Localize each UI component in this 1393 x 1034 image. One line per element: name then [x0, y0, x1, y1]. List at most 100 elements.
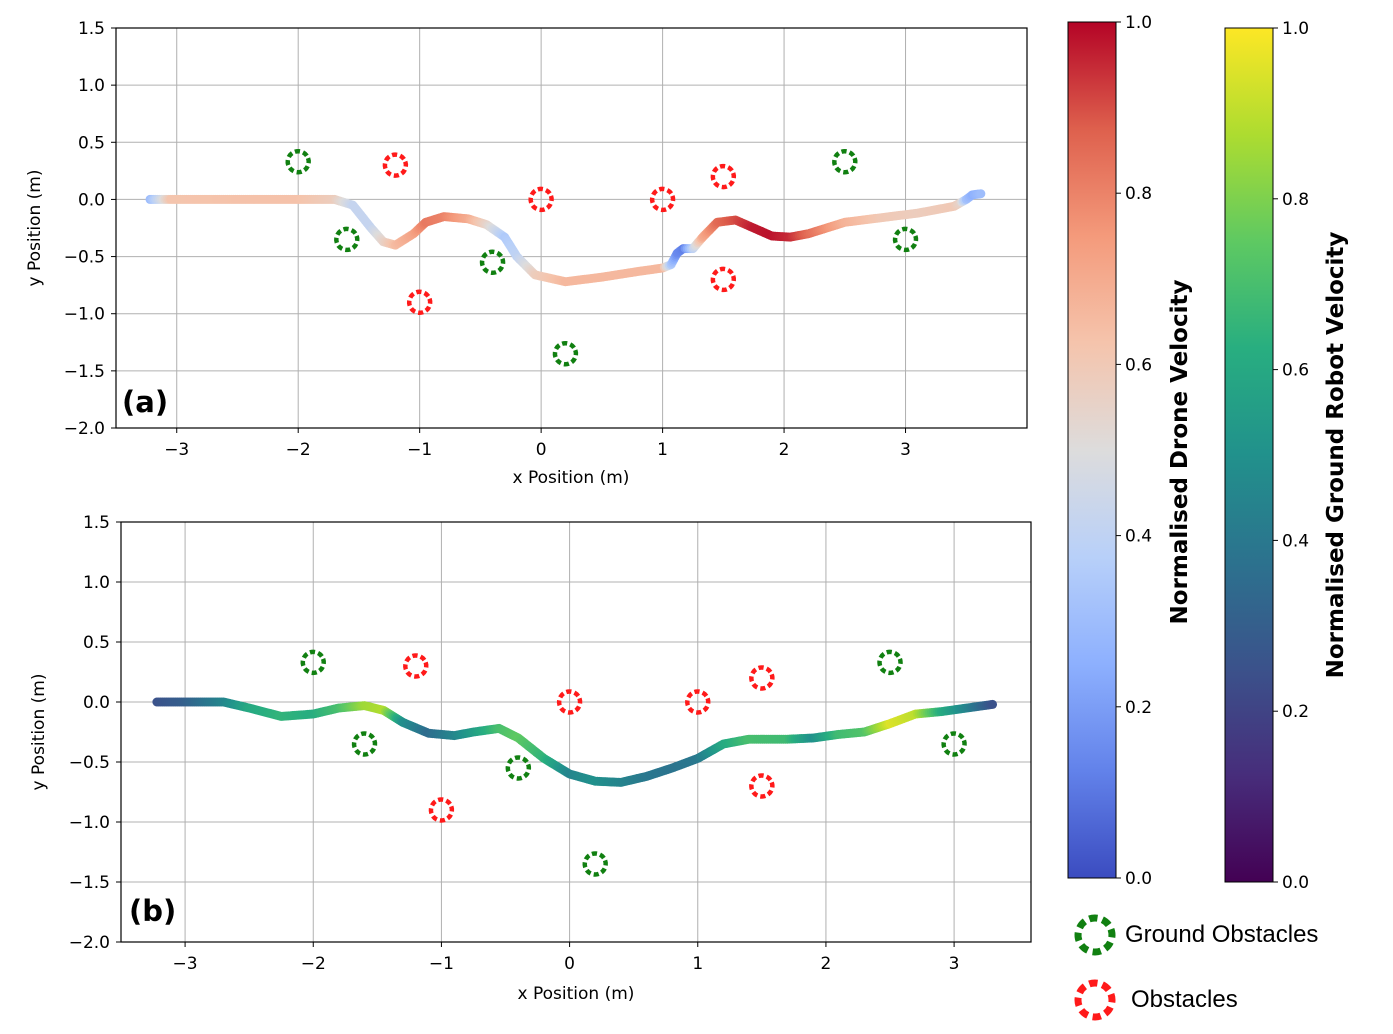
ground-obstacle-marker [505, 755, 532, 781]
colorbar-drone-ticks: 0.0 0.2 0.4 0.6 0.8 1.0 [1116, 13, 1152, 889]
y-tick-label: −0.5 [69, 753, 110, 773]
y-tick-label: −0.5 [64, 248, 105, 268]
y-tick-label: 1.0 [83, 573, 110, 593]
obstacle-marker [406, 289, 433, 316]
y-tick-label: 0.0 [78, 190, 105, 210]
ground-obstacle-marker [582, 851, 608, 877]
colorbar-tick-label: 1.0 [1125, 13, 1152, 33]
panel-b-frame [120, 521, 1032, 943]
obstacle-marker [710, 266, 737, 293]
obstacle-marker [403, 653, 429, 679]
colorbar-drone-bar [1067, 21, 1117, 879]
panel-a-trajectory [145, 189, 986, 287]
colorbar-ground-bar [1224, 27, 1274, 883]
panel-a-obstacles [285, 148, 919, 367]
x-tick-label: −1 [407, 440, 432, 460]
y-tick-label: 0.5 [83, 633, 110, 653]
x-tick-label: −3 [164, 440, 189, 460]
x-tick-label: 3 [900, 440, 911, 460]
y-tick-label: −2.0 [64, 419, 105, 439]
obstacle-marker [710, 163, 737, 190]
obstacle-marker [428, 797, 455, 823]
colorbar-tick-label: 0.2 [1125, 698, 1152, 718]
obstacle-marker [556, 689, 583, 715]
colorbar-tick-label: 0.4 [1282, 531, 1309, 551]
panel-b-grid [121, 521, 1031, 943]
colorbar-tick-label: 0.8 [1125, 184, 1152, 204]
legend-obstacles-label: Obstacles [1131, 986, 1238, 1013]
y-tick-label: 1.5 [83, 513, 110, 533]
ground-obstacle-marker [351, 731, 378, 757]
colorbar-ground-robot-velocity: 0.0 0.2 0.4 0.6 0.8 1.0 Normalised Ground Rob… [1224, 19, 1349, 893]
y-tick-label: −1.0 [64, 305, 105, 325]
ground-obstacle-marker [832, 148, 858, 175]
panel-a-frame [115, 27, 1028, 429]
y-tick-label: −1.5 [69, 873, 110, 893]
ground-obstacle-marker [552, 340, 579, 367]
colorbar-drone-label: Normalised Drone Velocity [1167, 280, 1193, 625]
colorbar-tick-label: 1.0 [1282, 19, 1309, 39]
y-tick-label: −1.0 [69, 813, 110, 833]
panel-b-label: (b) [129, 894, 176, 928]
panel-a-y-ticks: 1.5 1.0 0.5 0.0 −0.5 −1.0 −1.5 −2.0 [64, 19, 116, 439]
y-tick-label: −1.5 [64, 362, 105, 382]
y-tick-label: 0.5 [78, 133, 105, 153]
x-tick-label: −1 [429, 954, 454, 974]
legend-ground-obstacles-label: Ground Obstacles [1125, 921, 1318, 948]
panel-b-y-axis-label: y Position (m) [29, 674, 49, 791]
panel-a-x-axis-label: x Position (m) [513, 468, 630, 488]
x-tick-label: −2 [286, 440, 311, 460]
legend: Ground Obstacles Obstacles [1074, 914, 1318, 1021]
panel-a-grid [116, 27, 1027, 429]
ground-obstacle-marker [300, 649, 327, 676]
x-tick-label: 1 [657, 440, 668, 460]
x-tick-label: 2 [821, 954, 832, 974]
colorbar-tick-label: 0.8 [1282, 190, 1309, 210]
legend-ground-obstacle-marker [1074, 914, 1116, 956]
x-tick-label: 0 [536, 440, 547, 460]
trajectory-point [988, 699, 998, 709]
trajectory-point [976, 189, 986, 199]
x-tick-label: −3 [173, 954, 198, 974]
obstacle-marker [685, 689, 711, 715]
panel-b-x-ticks: −3 −2 −1 0 1 2 3 [173, 942, 960, 974]
panel-b-y-ticks: 1.5 1.0 0.5 0.0 −0.5 −1.0 −1.5 −2.0 [69, 513, 121, 953]
colorbar-drone-velocity: 0.0 0.2 0.4 0.6 0.8 1.0 Normalised Drone Velo… [1067, 13, 1193, 889]
panel-a-y-axis-label: y Position (m) [25, 170, 45, 287]
obstacle-marker [382, 152, 409, 178]
y-tick-label: 1.5 [78, 19, 105, 39]
colorbar-tick-label: 0.0 [1282, 873, 1309, 893]
x-tick-label: 2 [779, 440, 790, 460]
ground-obstacles-legend-icon [1074, 914, 1116, 956]
obstacles-legend-icon [1074, 979, 1116, 1021]
y-tick-label: −2.0 [69, 933, 110, 953]
legend-obstacle-marker [1074, 979, 1116, 1021]
ground-obstacle-marker [334, 226, 360, 253]
panel-a-x-ticks: −3 −2 −1 0 1 2 3 [164, 428, 911, 460]
x-tick-label: 1 [692, 954, 703, 974]
panel-b-obstacles [300, 649, 967, 877]
ground-obstacle-marker [877, 649, 903, 676]
colorbar-tick-label: 0.0 [1125, 869, 1152, 889]
ground-obstacle-marker [941, 731, 967, 757]
panel-a-label: (a) [122, 385, 168, 419]
chart-panel-a: −3 −2 −1 0 1 2 3 1.51.00.50.0−0.5−1.0−1.5−2.0 … [25, 19, 1028, 488]
x-tick-label: 3 [949, 954, 960, 974]
colorbar-ground-ticks: 0.0 0.2 0.4 0.6 0.8 1.0 [1273, 19, 1309, 893]
y-tick-label: 1.0 [78, 76, 105, 96]
chart-panel-b: −3 −2 −1 0 1 2 3 1.51.00.50.0−0.5−1.0−1.5−2.0 … [29, 513, 1032, 1004]
panel-b-trajectory [152, 697, 998, 787]
colorbar-tick-label: 0.2 [1282, 702, 1309, 722]
x-tick-label: 0 [564, 954, 575, 974]
colorbar-tick-label: 0.6 [1125, 355, 1152, 375]
obstacle-marker [749, 773, 775, 799]
obstacle-marker [749, 665, 775, 691]
ground-obstacle-marker [479, 249, 506, 276]
y-tick-label: 0.0 [83, 693, 110, 713]
colorbar-tick-label: 0.6 [1282, 361, 1309, 381]
panel-b-x-axis-label: x Position (m) [518, 984, 635, 1004]
colorbar-ground-label: Normalised Ground Robot Velocity [1323, 232, 1349, 679]
x-tick-label: −2 [301, 954, 326, 974]
colorbar-tick-label: 0.4 [1125, 527, 1152, 547]
